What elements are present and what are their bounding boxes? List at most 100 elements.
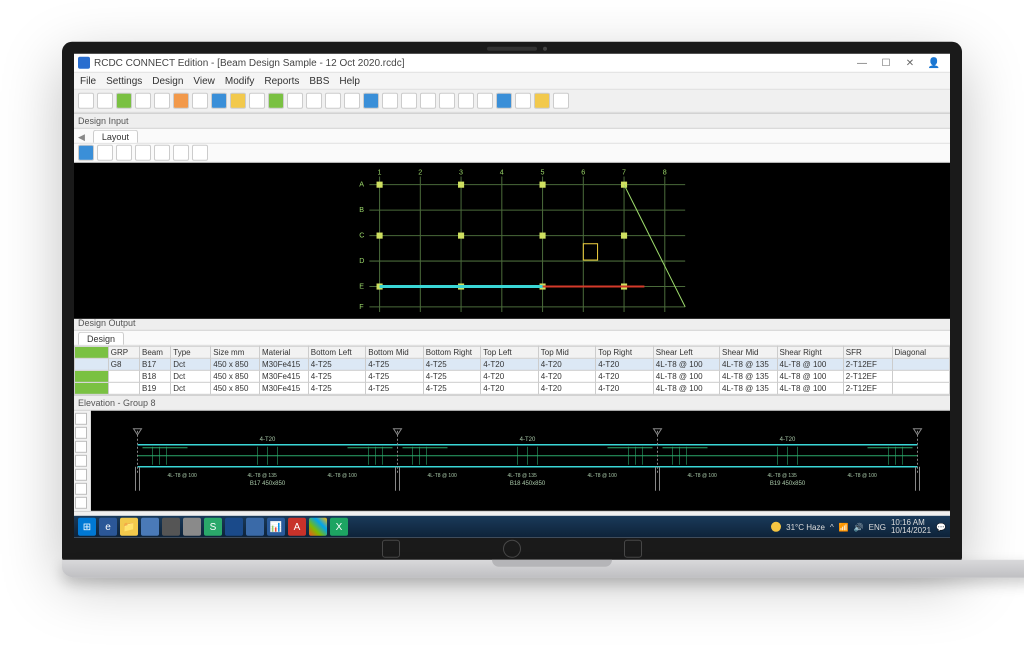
table-cell[interactable]: 4L-T8 @ 100: [777, 370, 843, 382]
table-cell[interactable]: 4-T25: [423, 358, 481, 370]
table-header[interactable]: SFR: [843, 346, 892, 358]
table-cell[interactable]: 4L-T8 @ 100: [777, 382, 843, 394]
toolbar-button[interactable]: [553, 93, 569, 109]
table-cell[interactable]: 4-T25: [308, 370, 366, 382]
table-cell[interactable]: [108, 370, 139, 382]
table-cell[interactable]: 450 x 850: [211, 358, 260, 370]
elev-tool[interactable]: [75, 497, 87, 509]
zoom-extents-icon[interactable]: [154, 145, 170, 161]
start-button[interactable]: ⊞: [78, 518, 96, 536]
table-row[interactable]: B19Dct450 x 850M30Fe4154-T254-T254-T254-…: [75, 382, 950, 394]
menu-view[interactable]: View: [193, 75, 215, 86]
toolbar-button[interactable]: [458, 93, 474, 109]
elev-tool[interactable]: [75, 455, 87, 467]
table-cell[interactable]: 4L-T8 @ 100: [653, 382, 719, 394]
table-header[interactable]: Bottom Right: [423, 346, 481, 358]
table-header[interactable]: Beam: [140, 346, 171, 358]
table-cell[interactable]: 2-T12EF: [843, 370, 892, 382]
toolbar-button[interactable]: [515, 93, 531, 109]
taskbar-adobe-icon[interactable]: A: [288, 518, 306, 536]
table-header[interactable]: Top Right: [596, 346, 654, 358]
toolbar-button[interactable]: [173, 93, 189, 109]
table-cell[interactable]: 4-T25: [308, 358, 366, 370]
table-cell[interactable]: 4-T20: [481, 358, 539, 370]
taskbar-excel-icon[interactable]: X: [330, 518, 348, 536]
toolbar-button[interactable]: [439, 93, 455, 109]
toolbar-button[interactable]: [306, 93, 322, 109]
table-cell[interactable]: 450 x 850: [211, 370, 260, 382]
table-cell[interactable]: M30Fe415: [260, 358, 309, 370]
toolbar-button[interactable]: [420, 93, 436, 109]
table-cell[interactable]: 4-T20: [596, 370, 654, 382]
table-cell[interactable]: [108, 382, 139, 394]
tray-volume-icon[interactable]: 🔊: [854, 522, 864, 531]
nav-prev-icon[interactable]: ◀: [74, 132, 89, 143]
tray-language[interactable]: ENG: [869, 522, 886, 531]
layout-canvas[interactable]: 12345678ABCDEF: [74, 163, 950, 319]
tray-notifications-icon[interactable]: 💬: [936, 522, 946, 531]
table-cell[interactable]: 4-T25: [423, 370, 481, 382]
table-cell[interactable]: 4-T20: [538, 370, 596, 382]
weather-text[interactable]: 31°C Haze: [786, 522, 825, 531]
window-close-button[interactable]: ✕: [898, 57, 922, 68]
table-cell[interactable]: B19: [140, 382, 171, 394]
table-header[interactable]: Bottom Mid: [366, 346, 424, 358]
elev-tool[interactable]: [75, 441, 87, 453]
table-cell[interactable]: 450 x 850: [211, 382, 260, 394]
taskbar-app-icon[interactable]: [162, 518, 180, 536]
tray-clock[interactable]: 10:16 AM10/14/2021: [891, 519, 931, 535]
table-header[interactable]: Top Mid: [538, 346, 596, 358]
user-icon[interactable]: 👤: [922, 57, 946, 68]
zoom-in-icon[interactable]: [116, 145, 132, 161]
table-cell[interactable]: [892, 358, 950, 370]
table-cell[interactable]: 4-T25: [423, 382, 481, 394]
table-header[interactable]: Top Left: [481, 346, 539, 358]
table-header[interactable]: Size mm: [211, 346, 260, 358]
table-cell[interactable]: 4-T20: [538, 382, 596, 394]
toolbar-button[interactable]: [211, 93, 227, 109]
toolbar-button[interactable]: [287, 93, 303, 109]
toolbar-button[interactable]: [382, 93, 398, 109]
taskbar-app-icon[interactable]: 📊: [267, 518, 285, 536]
menu-modify[interactable]: Modify: [225, 75, 254, 86]
toolbar-button[interactable]: [78, 93, 94, 109]
elev-tool[interactable]: [75, 413, 87, 425]
table-header[interactable]: Shear Right: [777, 346, 843, 358]
weather-icon[interactable]: [771, 522, 781, 532]
zoom-out-icon[interactable]: [135, 145, 151, 161]
layout-tab[interactable]: Layout: [93, 130, 138, 143]
table-cell[interactable]: 4-T20: [538, 358, 596, 370]
table-cell[interactable]: 4L-T8 @ 135: [720, 358, 778, 370]
table-cell[interactable]: 2-T12EF: [843, 382, 892, 394]
refresh-icon[interactable]: [192, 145, 208, 161]
elevation-canvas[interactable]: 4-T20B17 450x8504L-T8 @ 1004L-T8 @ 1354L…: [91, 411, 950, 511]
toolbar-button[interactable]: [344, 93, 360, 109]
table-cell[interactable]: B18: [140, 370, 171, 382]
taskbar-edge-icon[interactable]: e: [99, 518, 117, 536]
tray-network-icon[interactable]: 📶: [839, 522, 849, 531]
toolbar-button[interactable]: [135, 93, 151, 109]
table-cell[interactable]: 4-T20: [596, 358, 654, 370]
taskbar-app-icon[interactable]: [246, 518, 264, 536]
table-cell[interactable]: [892, 382, 950, 394]
table-cell[interactable]: [892, 370, 950, 382]
menu-help[interactable]: Help: [339, 75, 360, 86]
window-minimize-button[interactable]: —: [850, 57, 874, 68]
menu-reports[interactable]: Reports: [264, 75, 299, 86]
table-cell[interactable]: 4-T20: [596, 382, 654, 394]
taskbar-app-icon[interactable]: [225, 518, 243, 536]
elev-tool[interactable]: [75, 427, 87, 439]
table-cell[interactable]: 4-T25: [366, 370, 424, 382]
table-header[interactable]: Type: [171, 346, 211, 358]
toolbar-button[interactable]: [477, 93, 493, 109]
table-cell[interactable]: 4L-T8 @ 100: [777, 358, 843, 370]
table-cell[interactable]: Dct: [171, 358, 211, 370]
table-cell[interactable]: 4-T20: [481, 382, 539, 394]
table-header[interactable]: Shear Left: [653, 346, 719, 358]
table-header[interactable]: Shear Mid: [720, 346, 778, 358]
table-header[interactable]: Bottom Left: [308, 346, 366, 358]
toolbar-button[interactable]: [249, 93, 265, 109]
menu-design[interactable]: Design: [152, 75, 183, 86]
taskbar-chrome-icon[interactable]: [309, 518, 327, 536]
table-cell[interactable]: Dct: [171, 382, 211, 394]
